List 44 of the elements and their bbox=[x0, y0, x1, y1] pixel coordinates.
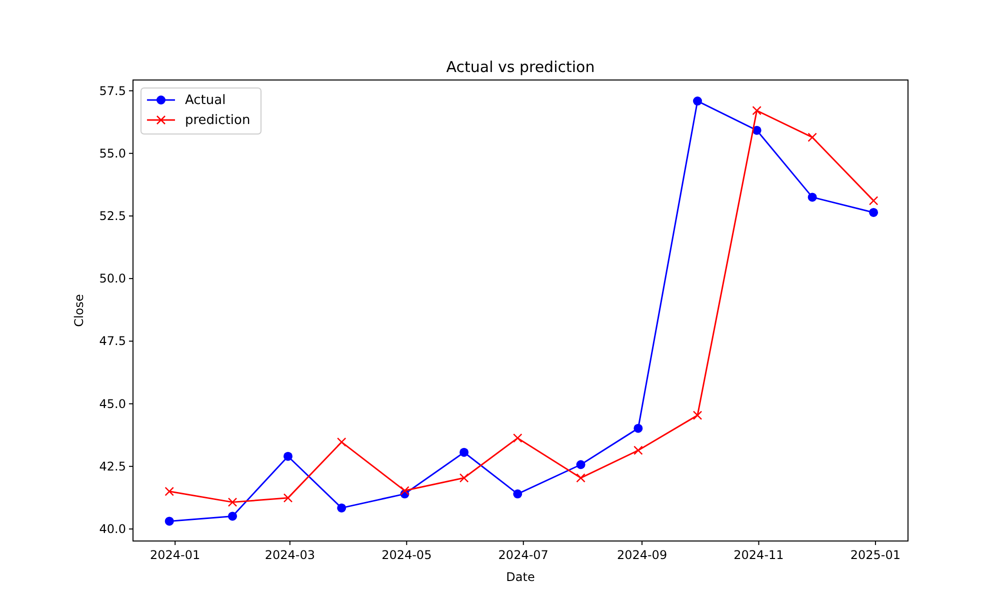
point bbox=[336, 437, 346, 447]
point bbox=[400, 486, 410, 496]
y-tick-label: 50.0 bbox=[99, 272, 126, 286]
y-tick-label: 47.5 bbox=[99, 334, 126, 348]
point bbox=[869, 208, 878, 217]
x-tick-label: 2024-07 bbox=[498, 548, 548, 562]
point bbox=[459, 473, 469, 483]
point bbox=[164, 516, 174, 526]
y-tick-label: 55.0 bbox=[99, 146, 126, 160]
y-axis-title: Close bbox=[72, 294, 86, 327]
point bbox=[337, 503, 346, 512]
x-tick-label: 2024-11 bbox=[734, 548, 784, 562]
point bbox=[693, 96, 702, 106]
point bbox=[868, 196, 878, 206]
x-tick-label: 2024-09 bbox=[616, 548, 668, 562]
x-tick-label: 2024-03 bbox=[264, 548, 315, 562]
x-axis-title: Date bbox=[506, 570, 535, 584]
x-tick-label: 2024-05 bbox=[382, 548, 432, 562]
x-tick-label: 2025-01 bbox=[850, 548, 901, 562]
x-tick-label: 2024-01 bbox=[150, 548, 200, 562]
y-tick-label: 42.5 bbox=[99, 459, 126, 474]
point bbox=[692, 410, 702, 420]
point bbox=[576, 460, 586, 470]
point bbox=[228, 498, 238, 507]
point bbox=[808, 192, 817, 202]
point bbox=[284, 452, 292, 461]
y-tick-label: 45.0 bbox=[99, 396, 126, 411]
legend-label: Actual bbox=[185, 93, 226, 108]
point bbox=[283, 493, 293, 503]
y-tick-label: 57.5 bbox=[99, 84, 126, 98]
point bbox=[460, 448, 469, 457]
point bbox=[634, 446, 643, 456]
point bbox=[512, 433, 522, 443]
y-tick-label: 52.5 bbox=[99, 208, 126, 223]
legend-label: prediction bbox=[185, 113, 250, 128]
point bbox=[576, 473, 586, 483]
point bbox=[752, 106, 762, 116]
point bbox=[634, 424, 643, 433]
point bbox=[228, 512, 238, 521]
point bbox=[808, 132, 817, 142]
point bbox=[164, 486, 174, 496]
y-tick-label: 40.0 bbox=[99, 522, 126, 536]
chart-title: Actual vs prediction bbox=[446, 58, 595, 76]
point bbox=[513, 489, 522, 498]
